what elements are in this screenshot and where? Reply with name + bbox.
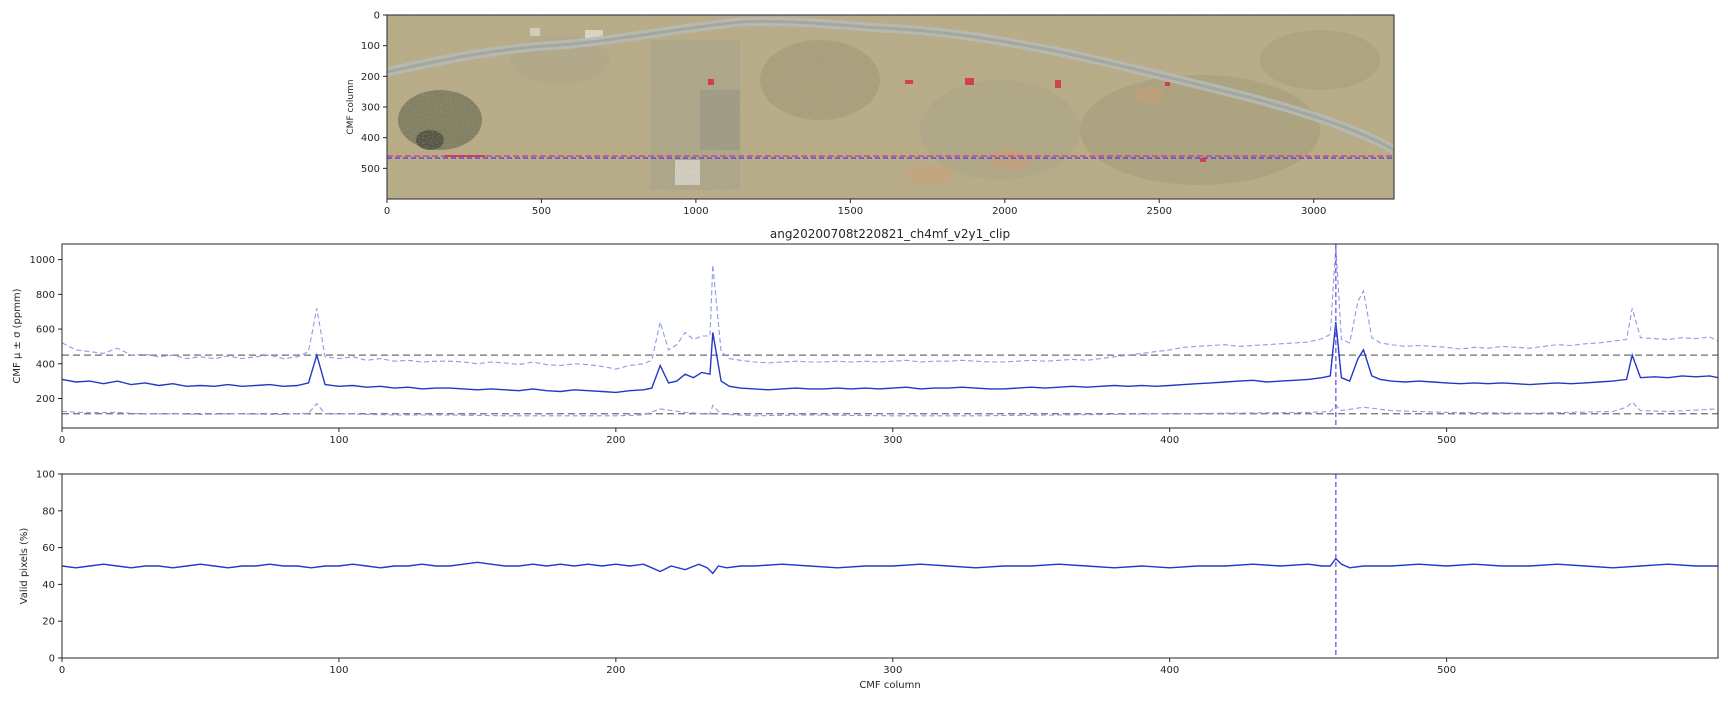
cmf-x-tick-label: 0	[59, 435, 65, 446]
valid-y-tick-label: 20	[42, 617, 55, 628]
image-panel: 0 500 1000 1500 2000 2500 3000 0 100 200 300 400 50…	[346, 11, 1395, 217]
image-x-tick-label: 1000	[683, 206, 708, 217]
cmf-y-tick-label: 1000	[30, 255, 55, 266]
valid-x-tick-label: 500	[1437, 665, 1456, 676]
cmf-x-tick-label: 400	[1160, 435, 1179, 446]
cmf-x-tick-label: 100	[329, 435, 348, 446]
image-x-tick-label: 1500	[838, 206, 863, 217]
image-x-ticks: 0 500 1000 1500 2000 2500 3000	[384, 199, 1326, 217]
valid-y-tick-label: 100	[36, 470, 55, 481]
cmf-y-tick-label: 800	[36, 290, 55, 301]
valid-pixels-line	[62, 557, 1718, 575]
image-y-label: CMF column	[346, 79, 356, 134]
valid-x-tick-label: 0	[59, 665, 65, 676]
cmf-y-ticks: 200 400 600 800 1000	[30, 255, 62, 405]
image-y-tick-label: 300	[361, 103, 380, 114]
valid-y-tick-label: 80	[42, 506, 55, 517]
cmf-panel: ang20200708t220821_ch4mf_v2y1_clip 0 100 2…	[12, 227, 1719, 446]
cmf-series	[62, 245, 1718, 417]
valid-y-ticks: 0 20 40 60 80 100	[36, 470, 62, 665]
chart-title: ang20200708t220821_ch4mf_v2y1_clip	[770, 227, 1010, 241]
cmf-y-tick-label: 200	[36, 394, 55, 405]
image-x-tick-label: 0	[384, 206, 390, 217]
valid-x-tick-label: 200	[606, 665, 625, 676]
valid-series	[62, 557, 1718, 575]
cmf-y-tick-label: 600	[36, 325, 55, 336]
cmf-y-label: CMF μ ± σ (ppmm)	[12, 288, 23, 383]
cmf-sigma-line	[62, 245, 1718, 370]
image-x-tick-label: 3000	[1301, 206, 1326, 217]
cmf-x-ticks: 0 100 200 300 400 500	[59, 428, 1456, 446]
cmf-sigma-line	[62, 401, 1718, 417]
valid-x-ticks: 0 100 200 300 400 500	[59, 658, 1456, 676]
valid-y-tick-label: 60	[42, 543, 55, 554]
valid-y-tick-label: 0	[49, 654, 55, 665]
valid-y-tick-label: 40	[42, 580, 55, 591]
image-y-tick-label: 400	[361, 133, 380, 144]
image-y-tick-label: 100	[361, 41, 380, 52]
cmf-y-tick-label: 400	[36, 359, 55, 370]
valid-x-tick-label: 400	[1160, 665, 1179, 676]
valid-x-tick-label: 300	[883, 665, 902, 676]
image-x-tick-label: 500	[532, 206, 551, 217]
valid-y-label: Valid pixels (%)	[19, 528, 30, 605]
cmf-mean-line	[62, 322, 1718, 394]
valid-x-label: CMF column	[859, 680, 920, 691]
satellite-image	[387, 15, 1394, 199]
image-x-tick-label: 2000	[992, 206, 1017, 217]
image-y-tick-label: 200	[361, 72, 380, 83]
image-x-tick-label: 2500	[1147, 206, 1172, 217]
cmf-x-tick-label: 200	[606, 435, 625, 446]
image-y-ticks: 0 100 200 300 400 500	[361, 11, 387, 175]
cmf-x-tick-label: 300	[883, 435, 902, 446]
threshold-lines	[62, 354, 1718, 415]
valid-pixels-panel: 0 100 200 300 400 500 0 20 40 60 80 100 Valid pixe…	[19, 470, 1719, 691]
valid-x-tick-label: 100	[329, 665, 348, 676]
image-y-tick-label: 500	[361, 164, 380, 175]
image-y-tick-label: 0	[374, 11, 380, 22]
cmf-x-tick-label: 500	[1437, 435, 1456, 446]
